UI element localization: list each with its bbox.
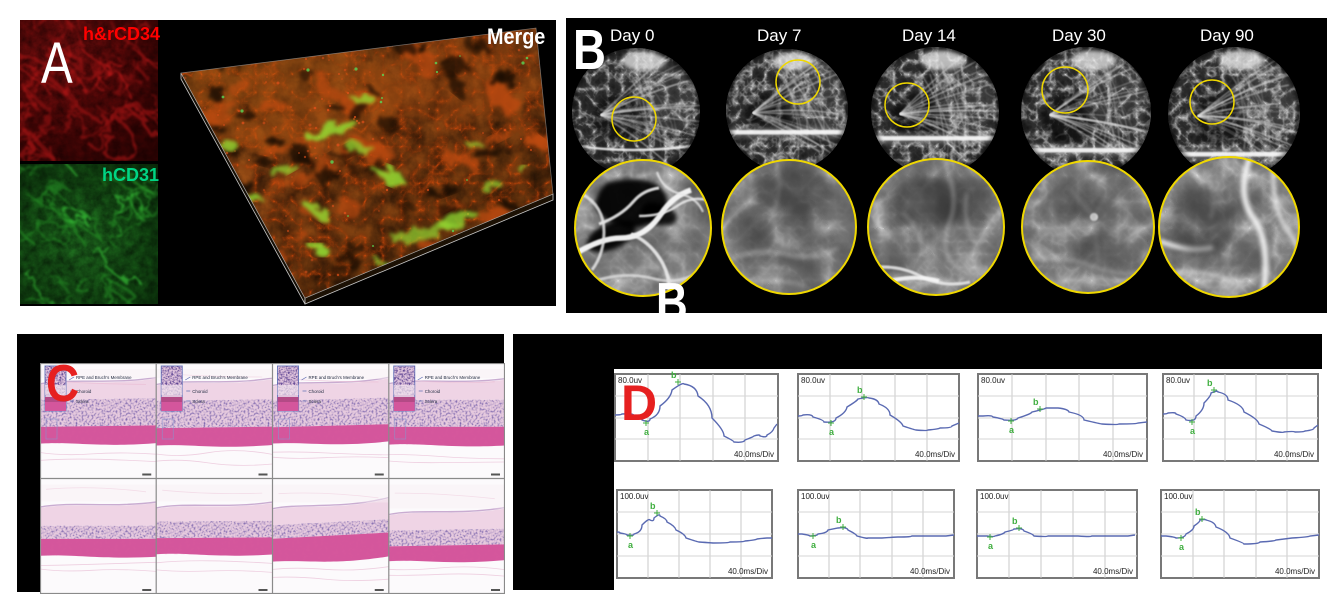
svg-text:40.0ms/Div: 40.0ms/Div bbox=[1103, 450, 1143, 459]
svg-text:100.0uv: 100.0uv bbox=[801, 492, 829, 501]
svg-text:b: b bbox=[836, 515, 842, 525]
svg-text:40.0ms/Div: 40.0ms/Div bbox=[734, 450, 774, 459]
svg-text:40.0ms/Div: 40.0ms/Div bbox=[1093, 567, 1133, 576]
svg-text:Sclera: Sclera bbox=[309, 399, 322, 404]
svg-text:b: b bbox=[1012, 516, 1018, 526]
svg-text:b: b bbox=[671, 370, 677, 380]
svg-text:a: a bbox=[1009, 425, 1015, 435]
svg-text:Sclera: Sclera bbox=[425, 399, 438, 404]
svg-text:a: a bbox=[628, 540, 634, 550]
svg-text:Sclera: Sclera bbox=[192, 399, 205, 404]
svg-text:100.0uv: 100.0uv bbox=[620, 492, 648, 501]
svg-text:40.0ms/Div: 40.0ms/Div bbox=[1275, 567, 1315, 576]
svg-text:RPE and Bruch’s Membrane: RPE and Bruch’s Membrane bbox=[76, 375, 132, 380]
svg-text:RPE and Bruch’s Membrane: RPE and Bruch’s Membrane bbox=[192, 375, 248, 380]
svg-text:a: a bbox=[1190, 426, 1196, 436]
svg-text:a: a bbox=[988, 541, 994, 551]
svg-text:a: a bbox=[829, 427, 835, 437]
svg-text:a: a bbox=[811, 540, 817, 550]
svg-text:80.0uv: 80.0uv bbox=[981, 376, 1005, 385]
svg-text:Choroid: Choroid bbox=[309, 389, 325, 394]
svg-text:100.0uv: 100.0uv bbox=[980, 492, 1008, 501]
svg-text:b: b bbox=[1033, 397, 1039, 407]
svg-text:RPE and Bruch’s Membrane: RPE and Bruch’s Membrane bbox=[425, 375, 481, 380]
svg-text:Choroid: Choroid bbox=[76, 389, 92, 394]
svg-text:Choroid: Choroid bbox=[425, 389, 441, 394]
svg-text:RPE and Bruch’s Membrane: RPE and Bruch’s Membrane bbox=[309, 375, 365, 380]
svg-text:b: b bbox=[1195, 507, 1201, 517]
svg-text:b: b bbox=[857, 385, 863, 395]
svg-text:a: a bbox=[1179, 542, 1185, 552]
svg-text:40.0ms/Div: 40.0ms/Div bbox=[915, 450, 955, 459]
svg-text:Sclera: Sclera bbox=[76, 399, 89, 404]
svg-text:b: b bbox=[650, 501, 656, 511]
svg-text:Choroid: Choroid bbox=[192, 389, 208, 394]
svg-text:b: b bbox=[1207, 378, 1213, 388]
svg-text:80.0uv: 80.0uv bbox=[1166, 376, 1190, 385]
svg-text:100.0uv: 100.0uv bbox=[1164, 492, 1192, 501]
svg-text:40.0ms/Div: 40.0ms/Div bbox=[910, 567, 950, 576]
svg-text:40.0ms/Div: 40.0ms/Div bbox=[1274, 450, 1314, 459]
svg-text:40.0ms/Div: 40.0ms/Div bbox=[728, 567, 768, 576]
svg-text:80.0uv: 80.0uv bbox=[801, 376, 825, 385]
